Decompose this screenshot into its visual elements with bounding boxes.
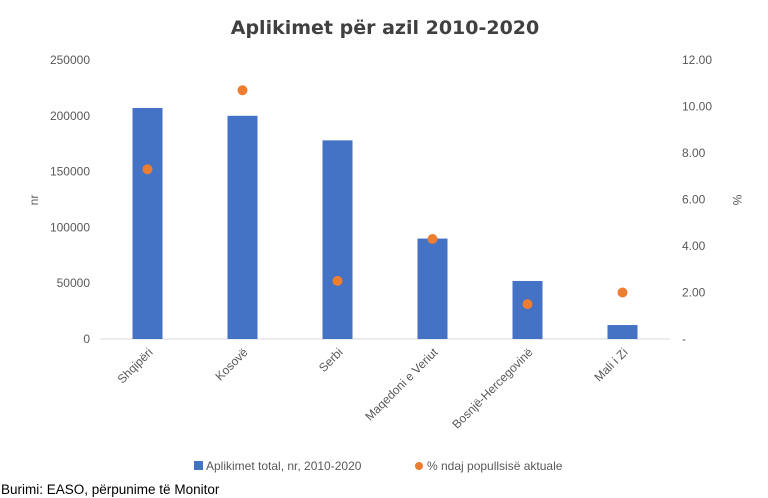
y-right-tick-label: 8.00 xyxy=(682,146,706,160)
x-tick-label: Shqipëri xyxy=(115,345,156,386)
legend: Aplikimet total, nr, 2010-2020 % ndaj po… xyxy=(194,459,563,473)
y-right-tick-label: 2.00 xyxy=(682,286,706,300)
x-tick-label: Mali i Zi xyxy=(591,345,630,384)
scatter-point xyxy=(332,275,343,286)
scatter-point xyxy=(142,164,153,175)
x-tick-label: Maqedoni e Veriut xyxy=(362,345,441,424)
y-axis-right-title: % xyxy=(730,195,744,206)
y-right-tick-label: 10.00 xyxy=(682,100,712,114)
scatter-point xyxy=(427,234,438,245)
bar xyxy=(322,140,353,339)
bar xyxy=(227,115,258,339)
scatter-point xyxy=(617,287,628,298)
legend-dot-swatch xyxy=(415,462,423,470)
scatter-point xyxy=(522,299,533,310)
y-left-tick-label: 50000 xyxy=(57,276,91,290)
chart-title: Aplikimet për azil 2010-2020 xyxy=(231,17,540,39)
scatter-point xyxy=(237,85,248,96)
y-right-tick-label: 4.00 xyxy=(682,239,706,253)
x-tick-label: Serbi xyxy=(316,345,346,375)
y-left-tick-label: 250000 xyxy=(50,53,90,67)
y-left-tick-label: 200000 xyxy=(50,109,90,123)
y-axis-left: 0 50000 100000 150000 200000 250000 xyxy=(50,53,90,346)
legend-dot-label: % ndaj popullsisë aktuale xyxy=(427,459,563,473)
y-left-tick-label: 0 xyxy=(83,332,90,346)
y-left-tick-label: 100000 xyxy=(50,220,90,234)
x-axis-labels: Shqipëri Kosovë Serbi Maqedoni e Veriut Bosn… xyxy=(115,345,631,432)
y-right-tick-label: 6.00 xyxy=(682,193,706,207)
x-tick-label: Bosnjë-Hercegovinë xyxy=(449,345,536,432)
bar-series xyxy=(132,107,638,339)
legend-bar-label: Aplikimet total, nr, 2010-2020 xyxy=(206,459,362,473)
bar xyxy=(607,325,638,339)
y-left-tick-label: 150000 xyxy=(50,165,90,179)
y-right-tick-label: 12.00 xyxy=(682,53,712,67)
bar xyxy=(417,238,448,339)
y-axis-right: - 2.00 4.00 6.00 8.00 10.00 12.00 xyxy=(682,53,712,346)
y-right-tick-label: - xyxy=(682,332,686,346)
legend-bar-swatch xyxy=(194,461,203,470)
scatter-series xyxy=(142,85,628,310)
y-axis-left-title: nr xyxy=(27,195,41,206)
x-tick-label: Kosovë xyxy=(212,345,250,383)
source-note: Burimi: EASO, përpunime të Monitor xyxy=(1,482,220,497)
bar xyxy=(512,280,543,339)
bar xyxy=(132,107,163,339)
